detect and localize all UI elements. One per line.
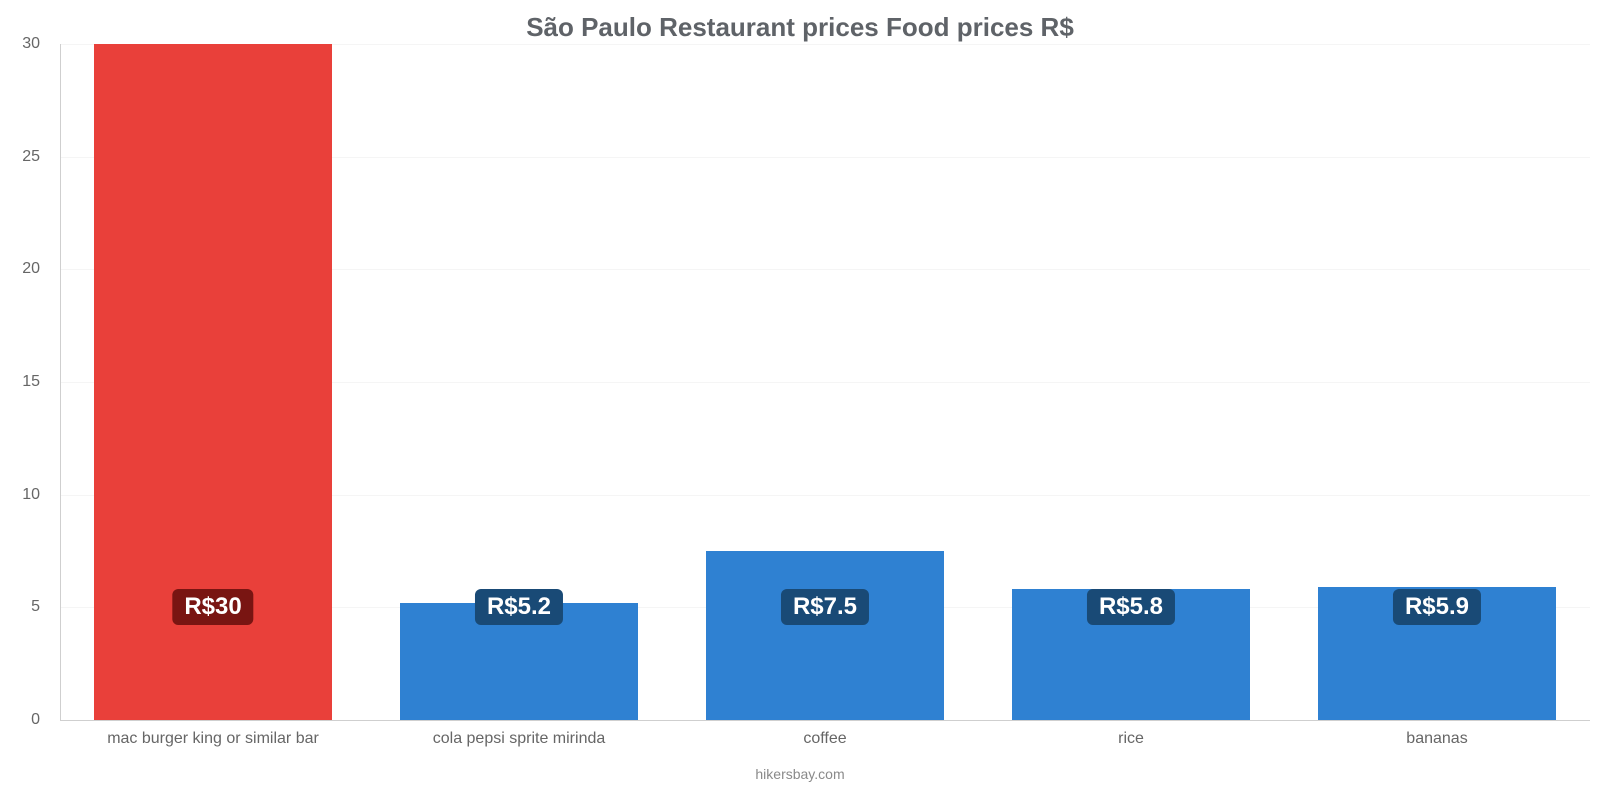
bar-value-badge: R$30 <box>172 589 253 625</box>
y-tick-label: 10 <box>0 486 40 504</box>
y-tick-label: 0 <box>0 711 40 729</box>
y-tick-label: 5 <box>0 598 40 616</box>
x-tick-label: rice <box>1118 730 1144 748</box>
y-tick-label: 15 <box>0 373 40 391</box>
x-axis-line <box>60 720 1590 721</box>
bar-value-badge: R$7.5 <box>781 589 869 625</box>
x-tick-label: bananas <box>1406 730 1467 748</box>
bar-value-badge: R$5.9 <box>1393 589 1481 625</box>
x-tick-label: coffee <box>803 730 846 748</box>
plot-area: 051015202530R$30mac burger king or simil… <box>60 44 1590 720</box>
bar-value-badge: R$5.8 <box>1087 589 1175 625</box>
y-axis-line <box>60 44 61 720</box>
attribution-text: hikersbay.com <box>0 766 1600 782</box>
bar-value-badge: R$5.2 <box>475 589 563 625</box>
x-tick-label: mac burger king or similar bar <box>107 730 319 748</box>
y-tick-label: 25 <box>0 148 40 166</box>
x-tick-label: cola pepsi sprite mirinda <box>433 730 606 748</box>
chart-title: São Paulo Restaurant prices Food prices … <box>0 12 1600 43</box>
y-tick-label: 20 <box>0 260 40 278</box>
bar <box>706 551 945 720</box>
y-tick-label: 30 <box>0 35 40 53</box>
